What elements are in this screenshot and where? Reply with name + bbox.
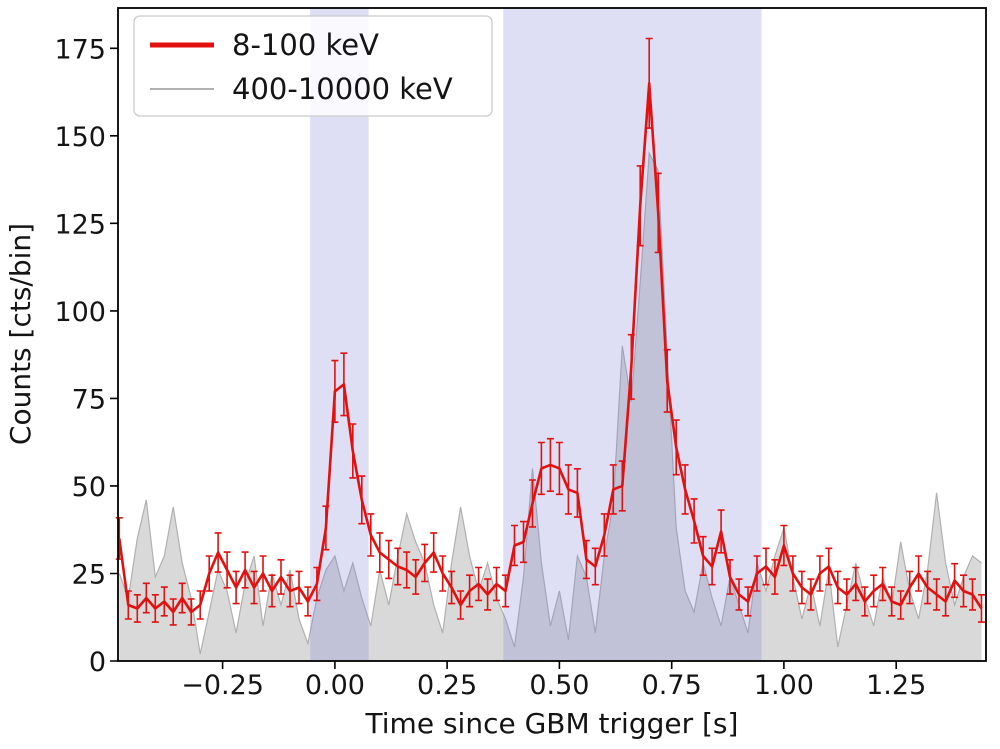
tick-marks [110,47,897,669]
gray-area-fill [119,153,982,662]
red-line [118,82,983,614]
x-tick-label: 0.00 [305,670,365,701]
x-tick-label: 1.00 [754,670,814,701]
x-tick-label: 0.50 [529,670,589,701]
x-tick-label: 0.25 [417,670,477,701]
shaded-band-1 [310,8,369,661]
x-tick-label: 0.75 [642,670,702,701]
legend-red-label: 8-100 keV [232,28,379,62]
gray-area-line [118,151,982,655]
plot-layers: −0.25 0.00 0.25 0.50 0.75 1.00 1.25 0 25 50 75 100 1… [54,7,987,701]
y-tick-label: 75 [72,384,106,415]
y-tick-label: 50 [72,472,106,503]
x-axis-label: Time since GBM trigger [s] [365,707,739,740]
y-tick-label: 100 [54,297,106,328]
y-tick-label: 175 [54,34,106,65]
legend-box [133,15,493,117]
x-tick-label: 1.25 [866,670,926,701]
y-tick-label: 125 [54,209,106,240]
legend: 8-100 keV 400-10000 keV [133,15,493,117]
y-tick-label: 0 [89,647,106,678]
legend-gray-label: 400-10000 keV [232,72,453,106]
axes-frame [117,7,987,662]
y-tick-label: 25 [72,560,106,591]
x-tick-label: −0.25 [181,670,264,701]
y-tick-label: 150 [54,122,106,153]
y-axis-label: Counts [cts/bin] [4,223,37,445]
